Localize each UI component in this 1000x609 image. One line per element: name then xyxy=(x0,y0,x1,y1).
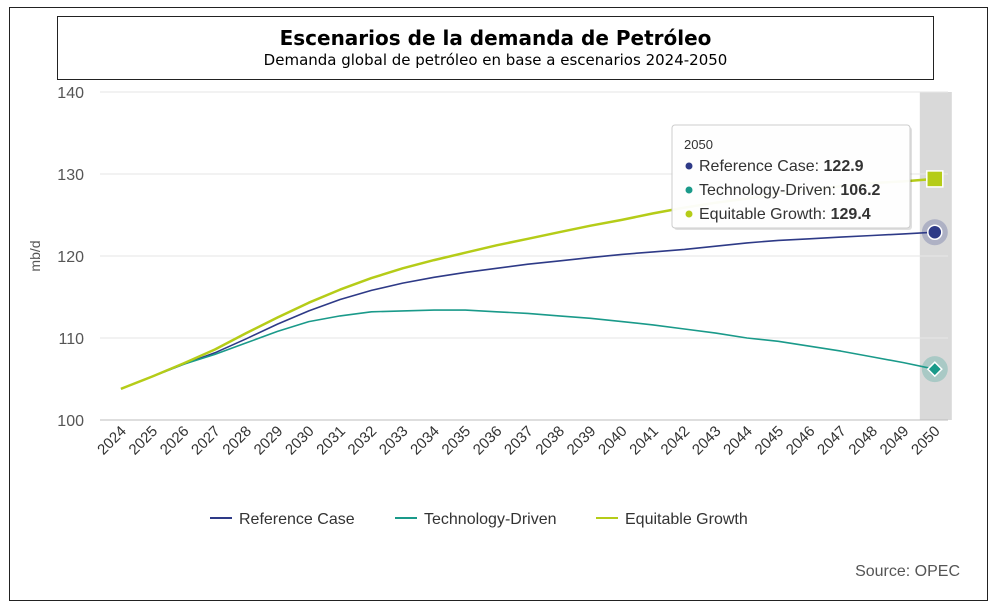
x-tick-label: 2040 xyxy=(595,423,631,459)
tooltip xyxy=(671,124,911,229)
chart-title: Escenarios de la demanda de Petróleo xyxy=(279,26,712,50)
x-tick-label: 2043 xyxy=(689,423,725,459)
x-tick-label: 2038 xyxy=(532,423,568,459)
data-point-technology-2050[interactable] xyxy=(926,361,943,378)
x-tick-label: 2037 xyxy=(501,423,537,459)
x-tick-label: 2047 xyxy=(814,423,850,459)
x-tick-label: 2046 xyxy=(783,423,819,459)
x-tick-label: 2024 xyxy=(94,423,130,459)
x-tick-label: 2041 xyxy=(626,423,662,459)
x-tick-label: 2048 xyxy=(845,423,881,459)
x-tick-label: 2050 xyxy=(908,423,944,459)
x-tick-label: 2042 xyxy=(658,423,694,459)
x-tick-label: 2031 xyxy=(313,423,349,459)
x-tick-label: 2036 xyxy=(470,423,506,459)
x-tick-label: 2030 xyxy=(282,423,318,459)
x-tick-label: 2039 xyxy=(564,423,600,459)
source-label: Source: OPEC xyxy=(855,563,960,580)
x-tick-label: 2044 xyxy=(720,423,756,459)
tooltip-row: Technology-Driven: 106.2 xyxy=(699,182,881,199)
y-tick-label: 100 xyxy=(57,413,84,430)
y-tick-label: 130 xyxy=(57,167,84,184)
tooltip-bullet xyxy=(685,210,693,218)
x-tick-label: 2049 xyxy=(877,423,913,459)
x-tick-label: 2032 xyxy=(345,423,381,459)
x-tick-label: 2035 xyxy=(439,423,475,459)
y-tick-label: 110 xyxy=(58,331,84,348)
legend-label-equitable: Equitable Growth xyxy=(625,511,748,528)
tooltip-row: Equitable Growth: 129.4 xyxy=(699,206,871,223)
y-tick-label: 140 xyxy=(57,85,84,102)
x-tick-label: 2027 xyxy=(188,423,224,459)
data-point-reference-2050[interactable] xyxy=(927,224,943,240)
x-tick-label: 2028 xyxy=(219,423,255,459)
x-tick-label: 2026 xyxy=(157,423,193,459)
x-tick-label: 2029 xyxy=(251,423,287,459)
x-tick-label: 2045 xyxy=(752,423,788,459)
title-box: Escenarios de la demanda de Petróleo Dem… xyxy=(57,16,934,80)
tooltip-bullet xyxy=(685,162,693,170)
tooltip-year: 2050 xyxy=(684,137,713,152)
tooltip-row: Reference Case: 122.9 xyxy=(699,158,864,175)
y-tick-label: 120 xyxy=(57,249,84,266)
chart-subtitle: Demanda global de petróleo en base a esc… xyxy=(263,51,728,69)
tooltip-bullet xyxy=(685,186,693,194)
x-tick-label: 2034 xyxy=(407,423,443,459)
legend-label-technology: Technology-Driven xyxy=(424,511,557,528)
legend-label-reference: Reference Case xyxy=(239,511,355,528)
series-line-reference[interactable] xyxy=(120,231,935,390)
series-line-technology[interactable] xyxy=(120,309,935,390)
x-tick-label: 2025 xyxy=(126,423,162,459)
y-axis-label: mb/d xyxy=(27,240,43,271)
x-tick-label: 2033 xyxy=(376,423,412,459)
data-point-equitable-2050[interactable] xyxy=(926,170,944,188)
chart-frame xyxy=(9,7,988,601)
